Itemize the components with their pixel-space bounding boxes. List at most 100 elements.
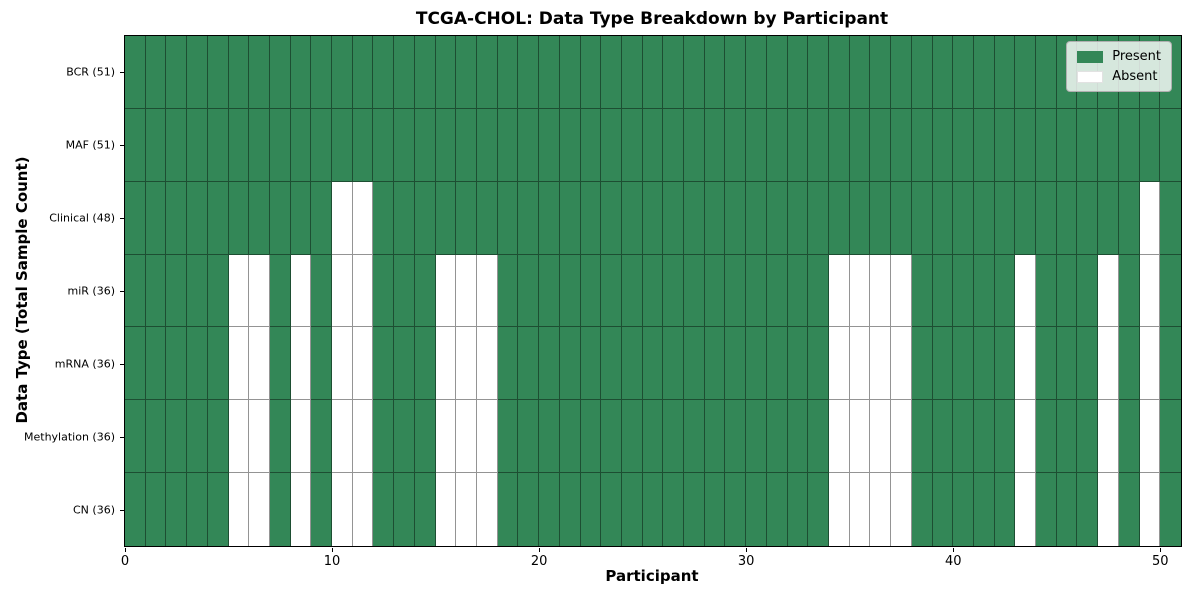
heatmap-cell <box>663 400 685 474</box>
heatmap-cell <box>766 327 788 401</box>
heatmap-cell <box>145 181 167 255</box>
heatmap-cell <box>1056 254 1078 328</box>
heatmap-cell <box>953 400 974 474</box>
heatmap-cell <box>1077 108 1099 182</box>
heatmap-cell <box>642 473 664 546</box>
heatmap-cell <box>414 327 436 401</box>
heatmap-cell <box>725 36 747 109</box>
heatmap-cell <box>394 108 415 182</box>
heatmap-cell <box>1160 400 1181 474</box>
heatmap-cell <box>207 473 229 546</box>
heatmap-cell <box>932 108 954 182</box>
heatmap-cell <box>187 36 208 109</box>
heatmap-cell <box>249 108 270 182</box>
heatmap-cell <box>373 181 395 255</box>
heatmap-cell <box>497 327 519 401</box>
heatmap-cell <box>829 108 850 182</box>
heatmap-cell <box>1139 400 1161 474</box>
heatmap-cell <box>601 108 622 182</box>
heatmap-cell <box>953 36 974 109</box>
heatmap-cell <box>766 181 788 255</box>
heatmap-cell <box>1098 327 1119 401</box>
heatmap-cell <box>269 108 291 182</box>
heatmap-cell <box>829 36 850 109</box>
heatmap-cell <box>166 108 188 182</box>
y-tick-mark <box>119 72 124 74</box>
heatmap-cell <box>642 327 664 401</box>
heatmap-cell <box>207 36 229 109</box>
x-tick-label: 0 <box>120 554 130 569</box>
heatmap-cell <box>808 327 829 401</box>
heatmap-cell <box>456 108 477 182</box>
heatmap-cell <box>1160 327 1181 401</box>
heatmap-cell <box>166 254 188 328</box>
heatmap-cell <box>249 36 270 109</box>
heatmap-cell <box>1077 181 1099 255</box>
heatmap-cell <box>435 181 457 255</box>
heatmap-cell <box>911 327 933 401</box>
heatmap-cell <box>580 473 602 546</box>
heatmap-cell <box>829 400 850 474</box>
heatmap-cell <box>1098 108 1119 182</box>
heatmap-cell <box>518 36 540 109</box>
heatmap-cell <box>1036 108 1057 182</box>
heatmap-cell <box>1160 254 1181 328</box>
heatmap-cell <box>435 36 457 109</box>
heatmap-cell <box>1098 254 1119 328</box>
heatmap-cell <box>953 181 974 255</box>
legend: Present Absent <box>1066 41 1172 92</box>
heatmap-cell <box>435 108 457 182</box>
x-tick-label: 40 <box>944 554 962 569</box>
heatmap-cell <box>601 254 622 328</box>
heatmap-cell <box>601 181 622 255</box>
heatmap-cell <box>849 327 871 401</box>
heatmap-cell <box>332 327 353 401</box>
y-tick-label: MAF (51) <box>65 138 115 152</box>
heatmap-cell <box>269 36 291 109</box>
y-tick-label: Methylation (36) <box>24 430 115 444</box>
heatmap-cell <box>994 327 1016 401</box>
heatmap-cell <box>808 181 829 255</box>
x-tick-mark <box>125 547 126 552</box>
heatmap-cell <box>1036 181 1057 255</box>
heatmap-cell <box>559 254 581 328</box>
heatmap-cell <box>684 400 705 474</box>
heatmap-cell <box>704 254 726 328</box>
heatmap-cell <box>580 181 602 255</box>
heatmap-cell <box>249 181 270 255</box>
heatmap-cell <box>497 108 519 182</box>
chart-title: TCGA-CHOL: Data Type Breakdown by Partic… <box>415 9 889 29</box>
legend-label: Present <box>1112 49 1161 64</box>
heatmap-cell <box>559 108 581 182</box>
heatmap-cell <box>932 327 954 401</box>
heatmap-cell <box>559 36 581 109</box>
y-tick-label: miR (36) <box>67 284 116 298</box>
heatmap-cell <box>746 327 767 401</box>
heatmap-cell <box>891 108 912 182</box>
heatmap-cell <box>973 181 995 255</box>
heatmap-cell <box>1118 327 1140 401</box>
heatmap-cell <box>1015 108 1037 182</box>
heatmap-cell <box>642 400 664 474</box>
heatmap-cell <box>953 254 974 328</box>
heatmap-cell <box>145 400 167 474</box>
heatmap-cell <box>1160 473 1181 546</box>
y-tick-mark <box>119 509 124 511</box>
heatmap-cell <box>394 181 415 255</box>
heatmap-cell <box>228 36 250 109</box>
heatmap-cell <box>1118 400 1140 474</box>
heatmap-cell <box>228 473 250 546</box>
heatmap-cell <box>352 400 374 474</box>
heatmap-cell <box>332 36 353 109</box>
heatmap-cell <box>580 400 602 474</box>
heatmap-cell <box>290 181 312 255</box>
heatmap-grid <box>125 36 1181 546</box>
heatmap-cell <box>1077 400 1099 474</box>
heatmap-cell <box>808 254 829 328</box>
heatmap-cell <box>187 400 208 474</box>
heatmap-cell <box>228 400 250 474</box>
heatmap-cell <box>746 400 767 474</box>
heatmap-cell <box>994 473 1016 546</box>
heatmap-cell <box>539 254 560 328</box>
heatmap-cell <box>870 181 892 255</box>
